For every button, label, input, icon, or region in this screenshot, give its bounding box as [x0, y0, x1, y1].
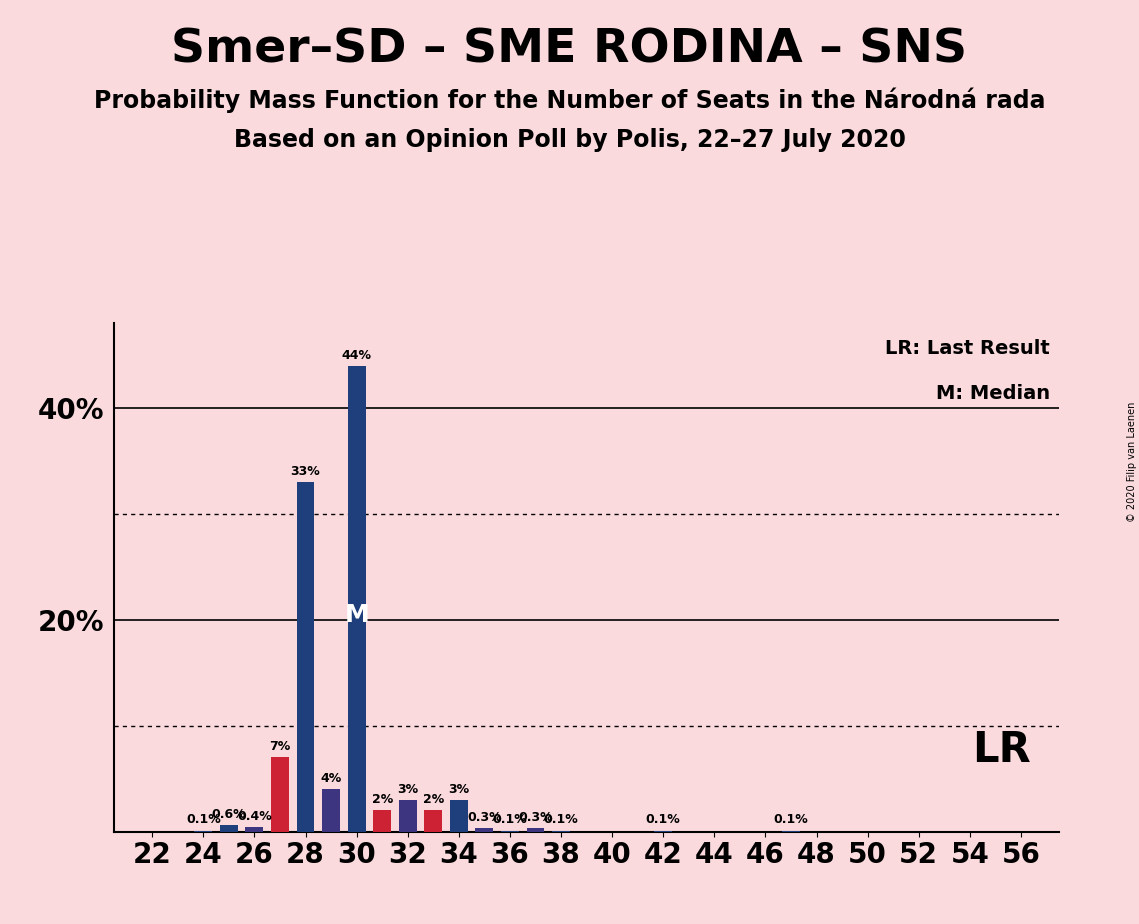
- Text: 4%: 4%: [320, 772, 342, 785]
- Bar: [195, 831, 212, 832]
- Text: 0.1%: 0.1%: [492, 813, 527, 826]
- Text: Smer–SD – SME RODINA – SNS: Smer–SD – SME RODINA – SNS: [172, 28, 967, 73]
- Bar: [552, 831, 570, 832]
- Bar: [296, 482, 314, 832]
- Text: LR: LR: [973, 729, 1031, 771]
- Bar: [374, 810, 391, 832]
- Text: M: Median: M: Median: [936, 384, 1050, 404]
- Bar: [347, 366, 366, 832]
- Bar: [654, 831, 672, 832]
- Bar: [271, 758, 289, 832]
- Text: 3%: 3%: [449, 783, 469, 796]
- Bar: [220, 825, 238, 832]
- Text: Probability Mass Function for the Number of Seats in the Národná rada: Probability Mass Function for the Number…: [93, 88, 1046, 114]
- Bar: [322, 789, 341, 832]
- Text: M: M: [344, 602, 369, 626]
- Text: 33%: 33%: [290, 465, 320, 478]
- Text: 0.3%: 0.3%: [518, 811, 552, 824]
- Text: © 2020 Filip van Laenen: © 2020 Filip van Laenen: [1126, 402, 1137, 522]
- Bar: [246, 827, 263, 832]
- Text: 0.1%: 0.1%: [186, 813, 221, 826]
- Text: 2%: 2%: [371, 793, 393, 806]
- Text: 7%: 7%: [269, 740, 290, 753]
- Bar: [425, 810, 442, 832]
- Text: 0.1%: 0.1%: [646, 813, 681, 826]
- Bar: [782, 831, 800, 832]
- Text: LR: Last Result: LR: Last Result: [885, 338, 1050, 358]
- Text: 0.1%: 0.1%: [543, 813, 579, 826]
- Bar: [526, 829, 544, 832]
- Bar: [450, 800, 468, 832]
- Text: 44%: 44%: [342, 348, 371, 361]
- Bar: [501, 831, 519, 832]
- Text: 2%: 2%: [423, 793, 444, 806]
- Text: Based on an Opinion Poll by Polis, 22–27 July 2020: Based on an Opinion Poll by Polis, 22–27…: [233, 128, 906, 152]
- Text: 0.6%: 0.6%: [212, 808, 246, 821]
- Text: 0.4%: 0.4%: [237, 810, 272, 823]
- Bar: [399, 800, 417, 832]
- Text: 0.3%: 0.3%: [467, 811, 501, 824]
- Text: 0.1%: 0.1%: [773, 813, 809, 826]
- Bar: [475, 829, 493, 832]
- Text: 3%: 3%: [398, 783, 418, 796]
